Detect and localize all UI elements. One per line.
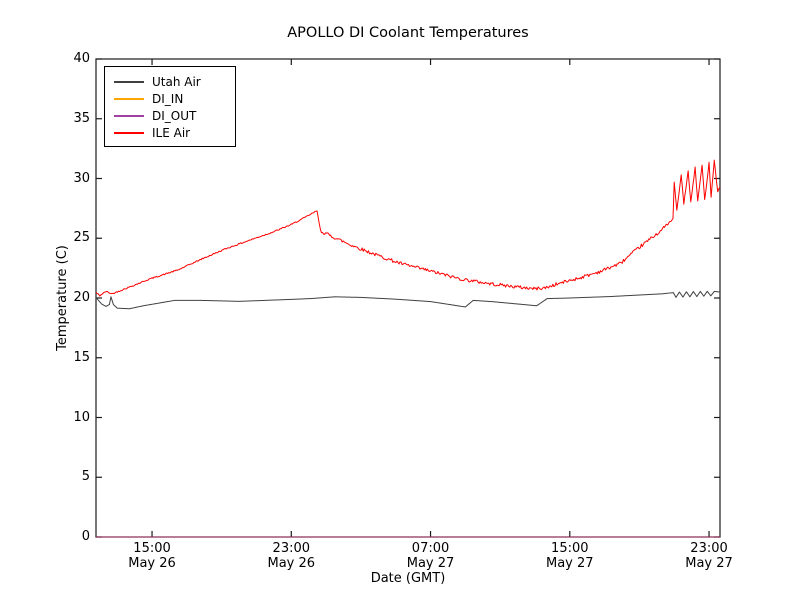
x-tick-label: 15:00 May 26 <box>128 541 176 571</box>
y-tick-label: 10 <box>73 409 90 425</box>
chart-title: APOLLO DI Coolant Temperatures <box>287 25 529 41</box>
y-tick-label: 5 <box>81 469 90 485</box>
legend-item-di-out: DI_OUT <box>105 107 235 124</box>
utah-air-line-swatch <box>114 80 144 83</box>
y-tick-label: 20 <box>73 290 90 305</box>
legend-label: DI_OUT <box>152 108 197 123</box>
legend: Utah Air DI_IN DI_OUT ILE Air <box>104 66 236 147</box>
y-tick-label: 25 <box>73 230 90 246</box>
ile-air-line-swatch <box>114 131 144 134</box>
x-tick-label: 23:00 May 27 <box>685 541 733 571</box>
y-tick-label: 30 <box>73 170 90 186</box>
series-line-utah-air <box>95 290 721 310</box>
legend-label: Utah Air <box>152 74 201 89</box>
y-tick-label: 35 <box>73 110 90 126</box>
x-tick-label: 07:00 May 27 <box>406 541 455 571</box>
y-tick-label: 40 <box>73 51 90 66</box>
di-out-line-swatch <box>114 114 144 117</box>
legend-item-utah-air: Utah Air <box>105 73 235 90</box>
x-tick-label: 23:00 May 26 <box>267 541 316 571</box>
legend-item-ile-air: ILE Air <box>105 124 235 141</box>
y-tick-label: 0 <box>81 529 90 544</box>
legend-label: DI_IN <box>152 91 184 106</box>
series-line-ile-air <box>95 159 721 297</box>
y-tick-label: 15 <box>73 349 90 365</box>
x-axis-label: Date (GMT) <box>370 571 446 586</box>
legend-item-di-in: DI_IN <box>105 90 235 107</box>
di-in-line-swatch <box>114 97 144 100</box>
x-tick-label: 15:00 May 27 <box>546 541 594 571</box>
legend-label: ILE Air <box>152 125 191 140</box>
